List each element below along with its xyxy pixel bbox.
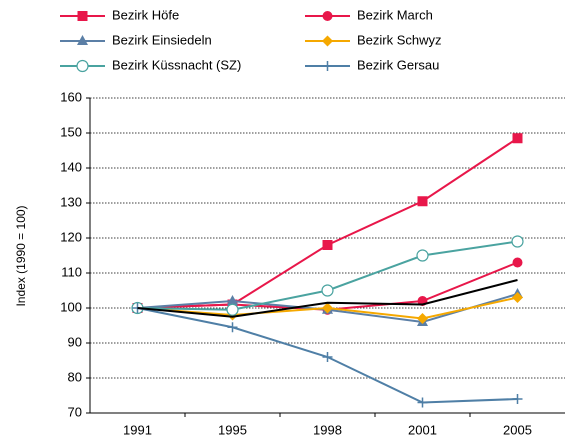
marker [322, 352, 333, 362]
y-tick-label: 150 [60, 124, 82, 139]
marker [511, 235, 524, 248]
legend-item: Bezirk Einsiedeln [60, 32, 212, 47]
marker [417, 313, 428, 324]
marker [417, 397, 428, 408]
y-tick-label: 70 [68, 404, 82, 419]
legend-label: Bezirk Gersau [357, 57, 439, 72]
legend-item: Bezirk Küssnacht (SZ) [60, 57, 241, 72]
marker [77, 11, 88, 21]
y-tick-label: 140 [60, 159, 82, 174]
marker [76, 59, 89, 73]
y-tick-label: 120 [60, 229, 82, 244]
legend-item: Bezirk Schwyz [305, 32, 442, 47]
legend-label: Bezirk Einsiedeln [112, 32, 212, 47]
legend-label: Bezirk March [357, 7, 433, 22]
legend-label: Bezirk Küssnacht (SZ) [112, 57, 241, 72]
x-tick-label: 1995 [218, 422, 247, 437]
legend-label: Bezirk Schwyz [357, 32, 442, 47]
series-line [137, 240, 518, 311]
marker [322, 11, 333, 21]
marker [227, 322, 238, 333]
marker [322, 35, 333, 47]
y-axis-label: Index (1990 = 100) [14, 205, 28, 306]
y-tick-label: 110 [61, 264, 82, 279]
y-tick-label: 80 [68, 369, 82, 384]
x-tick-label: 2005 [503, 422, 532, 437]
legend-item: Bezirk March [305, 7, 433, 22]
marker [512, 394, 523, 404]
marker [512, 257, 523, 268]
marker [322, 240, 333, 250]
series-line [137, 279, 518, 318]
marker [77, 35, 88, 45]
y-tick-label: 90 [68, 334, 82, 349]
x-tick-label: 2001 [408, 422, 437, 437]
y-tick-label: 160 [60, 89, 82, 104]
legend-item: Bezirk Gersau [305, 57, 439, 72]
marker [416, 249, 429, 262]
legend-item: Bezirk Höfe [60, 7, 179, 22]
marker [417, 196, 428, 207]
series-line [137, 137, 519, 309]
marker [227, 295, 238, 305]
marker [322, 61, 333, 71]
y-tick-label: 100 [60, 299, 82, 314]
marker [512, 133, 523, 144]
y-tick-label: 130 [60, 194, 82, 209]
x-tick-label: 1991 [123, 422, 152, 437]
marker [322, 302, 333, 314]
legend-label: Bezirk Höfe [112, 7, 179, 22]
marker [321, 284, 334, 297]
marker [512, 292, 523, 303]
x-tick-label: 1998 [313, 422, 342, 437]
marker [226, 303, 239, 316]
